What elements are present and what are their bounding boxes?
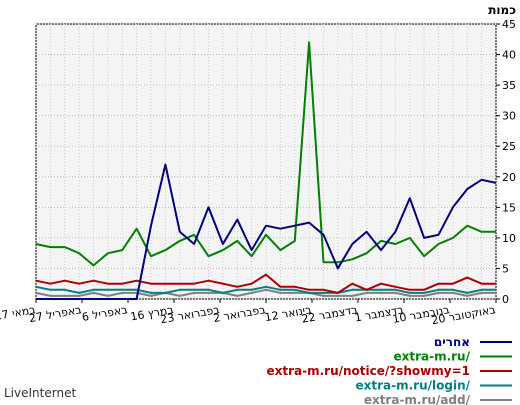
legend-label: extra-m.ru/add/ bbox=[364, 393, 471, 405]
x-tick-label: 27 באפריל bbox=[28, 303, 82, 325]
y-axis: 0 5 10 15 20 25 30 35 40 45 bbox=[496, 18, 516, 306]
legend-label: אחרים bbox=[434, 335, 470, 349]
y-tick-label: 20 bbox=[502, 171, 516, 184]
y-tick-label: 40 bbox=[502, 49, 516, 62]
legend-label: extra-m.ru/notice/?showmy=1 bbox=[267, 364, 471, 378]
liveinternet-brand: LiveInternet bbox=[4, 386, 77, 400]
x-tick-label: 6 באפריל bbox=[81, 303, 129, 324]
y-tick-label: 45 bbox=[502, 18, 516, 31]
series-line bbox=[35, 273, 496, 294]
y-tick-label: 5 bbox=[502, 262, 509, 275]
y-tick-label: 25 bbox=[502, 140, 516, 153]
legend-label: extra-m.ru/ bbox=[393, 350, 470, 364]
grid-lines bbox=[35, 23, 497, 300]
plot-area bbox=[35, 23, 497, 300]
series-line bbox=[36, 163, 497, 300]
series-lines bbox=[35, 41, 497, 300]
x-tick-label: 2 בפברואר bbox=[212, 303, 266, 325]
series-line bbox=[35, 285, 496, 294]
y-tick-label: 10 bbox=[502, 232, 516, 245]
y-tick-label: 30 bbox=[502, 110, 516, 123]
y-tick-label: 0 bbox=[502, 293, 509, 306]
series-line bbox=[35, 41, 496, 267]
y-axis-label: כמות bbox=[488, 3, 516, 17]
legend: אחריםextra-m.ru/extra-m.ru/notice/?showm… bbox=[267, 335, 512, 405]
y-tick-label: 15 bbox=[502, 201, 516, 214]
legend-label: extra-m.ru/login/ bbox=[355, 379, 470, 393]
y-tick-label: 35 bbox=[502, 79, 516, 92]
series-line bbox=[35, 288, 496, 297]
